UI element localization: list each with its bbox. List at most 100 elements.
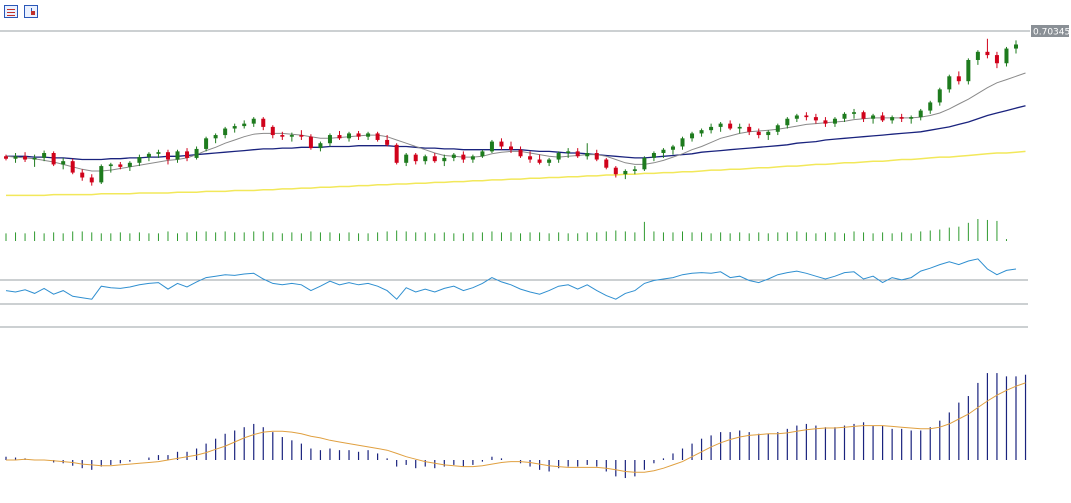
guide-lines [0,30,1030,328]
candle-body [537,159,542,163]
candle-body [423,156,428,162]
candle-body [137,157,142,163]
candle-body [165,152,170,160]
candle-body [23,156,28,160]
candle-body [108,164,113,167]
current-price-label: 0.70345 [1033,28,1070,38]
candle-body [156,152,161,154]
candle-body [690,133,695,139]
candle-body [451,154,456,158]
candle-body [804,115,809,118]
candle-body [766,131,771,136]
candle-body [823,120,828,124]
candle-body [175,151,180,160]
candle-body [947,76,952,90]
candle-body [518,149,523,157]
rsi-line [5,258,1017,300]
candle-body [680,138,685,147]
candle-body [623,170,628,175]
candle-body [852,112,857,114]
candle-body [375,133,380,140]
current-price-tag-bg [1031,25,1069,37]
candle-body [347,133,352,139]
candle-body [51,153,56,165]
candle-body [775,125,780,132]
candle-body [556,153,561,160]
candle-body [489,141,494,152]
candle-body [937,89,942,103]
candle-body [928,102,933,111]
candle-body [861,112,866,119]
candle-body [337,135,342,139]
candle-body [832,118,837,124]
candle-body [566,151,571,154]
candle-body [13,156,18,159]
chart-toolbar [4,5,38,21]
candle-body [747,126,752,132]
candle-body [194,148,199,158]
candle-body [728,123,733,129]
candle-body [785,118,790,126]
candle-body [594,153,599,160]
candle-body [251,118,256,124]
candle-body [871,115,876,119]
candle-body [394,144,399,163]
candle-body [737,126,742,129]
current-price-tag: 0.70345 [1031,25,1070,38]
candle-body [899,117,904,119]
candle-body [385,139,390,145]
candle-body [794,115,799,119]
candle-body [756,131,761,136]
volume-bars [5,219,1007,241]
candle-body [432,156,437,162]
candle-body [547,159,552,163]
candle-body [127,162,132,167]
candle-body [642,157,647,170]
candle-body [442,157,447,162]
chart-properties-icon[interactable] [24,5,38,18]
candle-body [613,167,618,175]
candle-body [223,128,228,136]
candle-body [670,146,675,150]
candle-body [118,164,123,167]
candle-body [985,51,990,56]
indicator-list-icon[interactable] [4,5,18,18]
candle-body [232,126,237,129]
ma-long-line [6,150,1026,197]
candle-body [70,161,75,173]
candle-body [404,154,409,163]
candle-body [204,138,209,149]
macd-signal-line [6,382,1026,473]
candle-body [366,133,371,137]
candle-body [146,153,151,158]
candle-body [956,76,961,82]
candle-body [499,141,504,147]
candle-body [918,110,923,118]
candle-body [718,123,723,127]
candle-body [42,153,47,158]
candle-body [661,149,666,154]
candle-body [632,169,637,171]
candle-body [280,135,285,137]
candle-body [994,55,999,64]
candle-body [461,154,466,160]
candle-body [966,59,971,82]
candle-body [909,117,914,119]
candle-body [327,135,332,144]
candle-body [699,130,704,134]
candle-body [308,136,313,149]
candle-body [213,135,218,139]
candle-body [709,126,714,131]
candle-body [604,159,609,168]
rsi-panel [5,258,1017,300]
candle-body [4,156,8,159]
candles [4,38,1018,186]
candle-body [585,153,590,157]
candle-body [813,117,818,121]
candle-body [651,153,656,158]
candle-body [356,133,361,137]
candle-body [575,151,580,157]
candle-body [261,118,266,127]
candle-body [880,115,885,121]
